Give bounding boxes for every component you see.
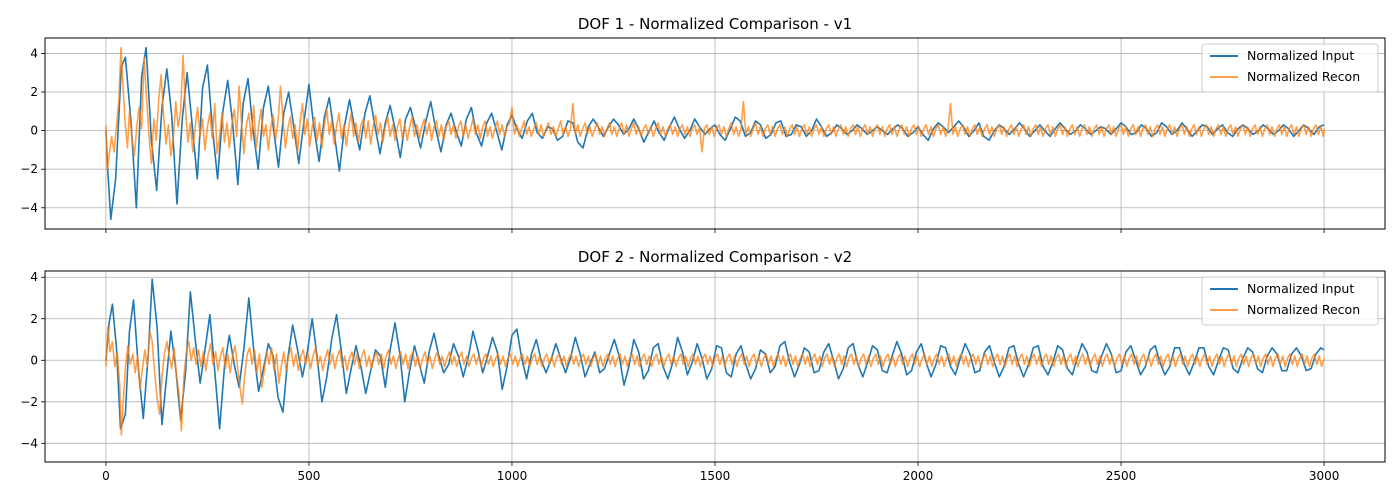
y-tick-label: 2 [30, 85, 38, 99]
x-tick-label: 3000 [1309, 469, 1340, 483]
y-tick-label: 0 [30, 124, 38, 138]
subplot-dof2: DOF 2 - Normalized Comparison - v2 0 500 1… [20, 248, 1386, 483]
legend-frame [1201, 276, 1379, 326]
series-normalized-recon [105, 46, 1325, 170]
legend-label-input: Normalized Input [1247, 48, 1354, 63]
x-tick-label: 1000 [497, 469, 528, 483]
y-tick-label: 4 [30, 270, 38, 284]
y-tick-label: 4 [30, 46, 38, 60]
y-tick-label: −2 [20, 395, 38, 409]
series-layer [105, 46, 1325, 221]
x-tick-label: 0 [102, 469, 110, 483]
x-tick-label: 1500 [700, 469, 731, 483]
y-tick-label: 0 [30, 353, 38, 367]
x-tick-label: 2500 [1106, 469, 1137, 483]
axes: 0 500 1000 1500 2000 2500 3000 −4 −2 0 2 4 [20, 270, 1339, 483]
series-normalized-recon [105, 326, 1325, 436]
axes: −4 −2 0 2 4 [20, 46, 1325, 233]
y-tick-label: 2 [30, 312, 38, 326]
legend: Normalized Input Normalized Recon [1201, 43, 1379, 93]
y-tick-label: −2 [20, 162, 38, 176]
series-normalized-input [105, 278, 1325, 430]
legend-label-recon: Normalized Recon [1247, 302, 1360, 317]
chart-title: DOF 2 - Normalized Comparison - v2 [578, 248, 852, 266]
legend-label-recon: Normalized Recon [1247, 69, 1360, 84]
legend-label-input: Normalized Input [1247, 281, 1354, 296]
x-tick-label: 500 [297, 469, 320, 483]
legend-frame [1201, 43, 1379, 93]
chart-title: DOF 1 - Normalized Comparison - v1 [578, 15, 852, 33]
y-tick-label: −4 [20, 436, 38, 450]
y-tick-label: −4 [20, 201, 38, 215]
series-layer [105, 278, 1325, 436]
subplot-dof1: DOF 1 - Normalized Comparison - v1 −4 −2 0… [20, 15, 1386, 233]
x-tick-label: 2000 [903, 469, 934, 483]
legend: Normalized Input Normalized Recon [1201, 276, 1379, 326]
